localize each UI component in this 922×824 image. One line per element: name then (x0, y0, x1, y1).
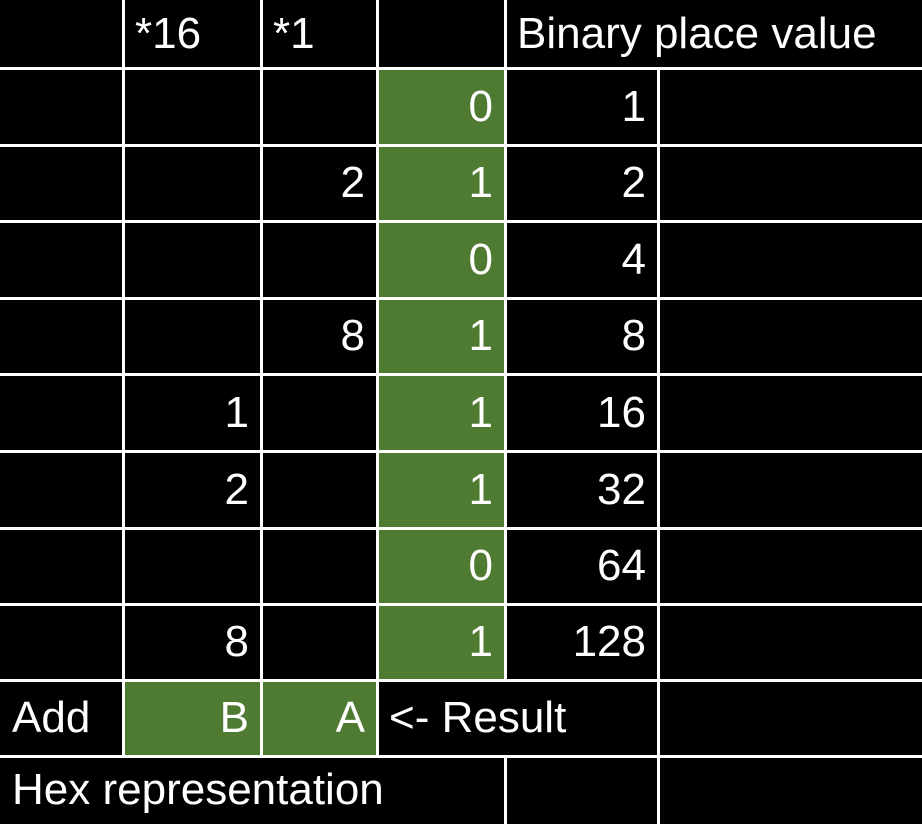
place-value-cell: 16 (597, 387, 646, 437)
bit-cell: 1 (377, 451, 505, 528)
place-value-cell: 32 (597, 464, 646, 514)
hex-low-digit: A (261, 680, 377, 756)
row-empty-cell (0, 68, 123, 145)
header-bit-cell (377, 0, 505, 68)
bit-cell: 1 (377, 298, 505, 374)
row-empty-cell (0, 374, 123, 451)
ones-cell: 2 (340, 158, 365, 207)
row-trailing-cell (658, 221, 922, 298)
row-trailing-cell (658, 145, 922, 221)
header-ones: *1 (273, 9, 315, 58)
grid-line (504, 68, 507, 680)
ones-cell (261, 221, 377, 298)
footer-trailing-cell (658, 756, 922, 824)
bit-cell: 1 (377, 145, 505, 221)
sixteens-cell: 1 (224, 387, 249, 437)
row-trailing-cell (658, 68, 922, 145)
grid-line (504, 756, 507, 824)
place-value-cell: 2 (621, 158, 646, 207)
row-trailing-cell (658, 451, 922, 528)
place-value-cell: 8 (621, 311, 646, 360)
bit-cell: 0 (377, 221, 505, 298)
hex-high-digit: B (123, 680, 261, 756)
ones-cell (261, 451, 377, 528)
sixteens-cell: 8 (224, 617, 249, 666)
grid-line (0, 373, 922, 376)
ones-cell: 8 (340, 311, 365, 360)
grid-line (0, 144, 922, 147)
sixteens-cell (123, 298, 261, 374)
sixteens-cell (123, 145, 261, 221)
place-value-cell: 128 (572, 617, 646, 666)
sixteens-cell: 2 (224, 464, 249, 514)
grid-line (0, 755, 922, 758)
bit-cell: 1 (377, 604, 505, 680)
ones-cell (261, 68, 377, 145)
place-value-cell: 64 (597, 541, 646, 590)
grid-line (504, 0, 507, 68)
grid-line (0, 297, 922, 300)
row-empty-cell (0, 298, 123, 374)
grid-line (0, 450, 922, 453)
header-empty-cell (0, 0, 123, 68)
grid-line (122, 0, 125, 756)
grid-line (0, 220, 922, 223)
place-value-cell: 1 (621, 81, 646, 131)
row-empty-cell (0, 145, 123, 221)
bit-cell: 1 (377, 374, 505, 451)
ones-cell (261, 604, 377, 680)
place-value-cell: 4 (621, 234, 646, 284)
grid-line (0, 527, 922, 530)
add-label: Add (12, 693, 91, 742)
sixteens-cell (123, 528, 261, 604)
grid-line (260, 0, 263, 756)
row-empty-cell (0, 451, 123, 528)
hex-representation-label: Hex representation (12, 765, 384, 814)
grid-line (376, 0, 379, 756)
grid-line (0, 67, 922, 70)
bit-cell: 0 (377, 68, 505, 145)
grid-line (0, 603, 922, 606)
sixteens-cell (123, 68, 261, 145)
result-note: <- Result (389, 693, 567, 742)
grid-line (0, 679, 922, 682)
ones-cell (261, 374, 377, 451)
row-empty-cell (0, 604, 123, 680)
row-empty-cell (0, 221, 123, 298)
row-trailing-cell (658, 374, 922, 451)
grid-line (657, 68, 660, 824)
row-empty-cell (0, 528, 123, 604)
ones-cell (261, 528, 377, 604)
header-binary-place-value: Binary place value (517, 9, 877, 58)
row-trailing-cell (658, 604, 922, 680)
sixteens-cell (123, 221, 261, 298)
row-trailing-cell (658, 528, 922, 604)
sum-trailing-cell (658, 680, 922, 756)
row-trailing-cell (658, 298, 922, 374)
bit-cell: 0 (377, 528, 505, 604)
footer-empty-cell (505, 756, 658, 824)
header-sixteens: *16 (135, 9, 202, 58)
